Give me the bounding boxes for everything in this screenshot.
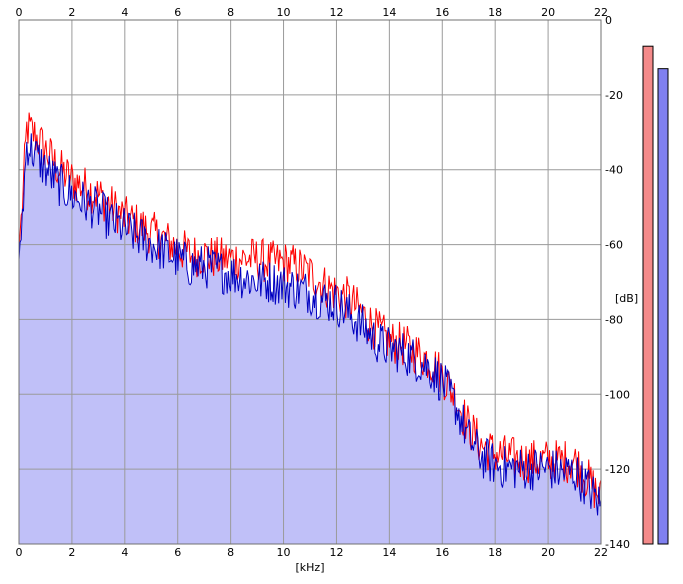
x-tick-bottom-label: 8 — [227, 546, 234, 559]
spectrum-fill-area — [19, 133, 601, 544]
x-tick-bottom-label: 22 — [594, 546, 608, 559]
x-tick-top-label: 16 — [435, 6, 449, 19]
x-axis-top-ticks: 0 2 4 6 8 10 12 14 16 18 20 22 — [16, 6, 609, 19]
y-tick-label: -80 — [605, 313, 623, 326]
y-axis-label: [dB] — [615, 292, 638, 305]
x-tick-bottom-label: 4 — [121, 546, 128, 559]
meter-bar-blue — [657, 68, 669, 545]
y-tick-label: -20 — [605, 89, 623, 102]
x-tick-bottom-label: 2 — [68, 546, 75, 559]
x-tick-top-label: 18 — [488, 6, 502, 19]
x-tick-bottom-label: 0 — [16, 546, 23, 559]
x-tick-bottom-label: 6 — [174, 546, 181, 559]
x-tick-top-label: 2 — [68, 6, 75, 19]
x-axis-label: [kHz] — [296, 561, 325, 574]
y-tick-label: -40 — [605, 164, 623, 177]
x-tick-bottom-label: 18 — [488, 546, 502, 559]
spectrum-fill-layer — [19, 133, 601, 544]
meter-bar-red — [642, 45, 654, 545]
x-tick-top-label: 14 — [382, 6, 396, 19]
x-tick-bottom-label: 14 — [382, 546, 396, 559]
y-axis-ticks: 0 -20 -40 -60 -80 -100 -120 -140 — [605, 14, 630, 551]
x-tick-top-label: 10 — [277, 6, 291, 19]
plot-border — [18, 19, 602, 545]
x-tick-bottom-label: 12 — [329, 546, 343, 559]
y-tick-label: -100 — [605, 388, 630, 401]
series-line-blue — [18, 133, 602, 516]
x-axis-bottom-ticks: 0 2 4 6 8 10 12 14 16 18 20 22 — [16, 546, 609, 559]
x-tick-top-label: 20 — [541, 6, 555, 19]
x-tick-bottom-label: 16 — [435, 546, 449, 559]
y-tick-label: -60 — [605, 239, 623, 252]
series-lines — [18, 112, 602, 516]
x-tick-top-label: 8 — [227, 6, 234, 19]
x-tick-top-label: 22 — [594, 6, 608, 19]
y-tick-label: -140 — [605, 538, 630, 551]
x-tick-top-label: 4 — [121, 6, 128, 19]
x-tick-bottom-label: 20 — [541, 546, 555, 559]
level-meters — [642, 45, 669, 545]
x-tick-top-label: 6 — [174, 6, 181, 19]
y-tick-label: 0 — [605, 14, 612, 27]
x-tick-top-label: 12 — [329, 6, 343, 19]
x-tick-top-label: 0 — [16, 6, 23, 19]
y-tick-label: -120 — [605, 463, 630, 476]
x-tick-bottom-label: 10 — [277, 546, 291, 559]
series-line-red — [18, 112, 602, 509]
